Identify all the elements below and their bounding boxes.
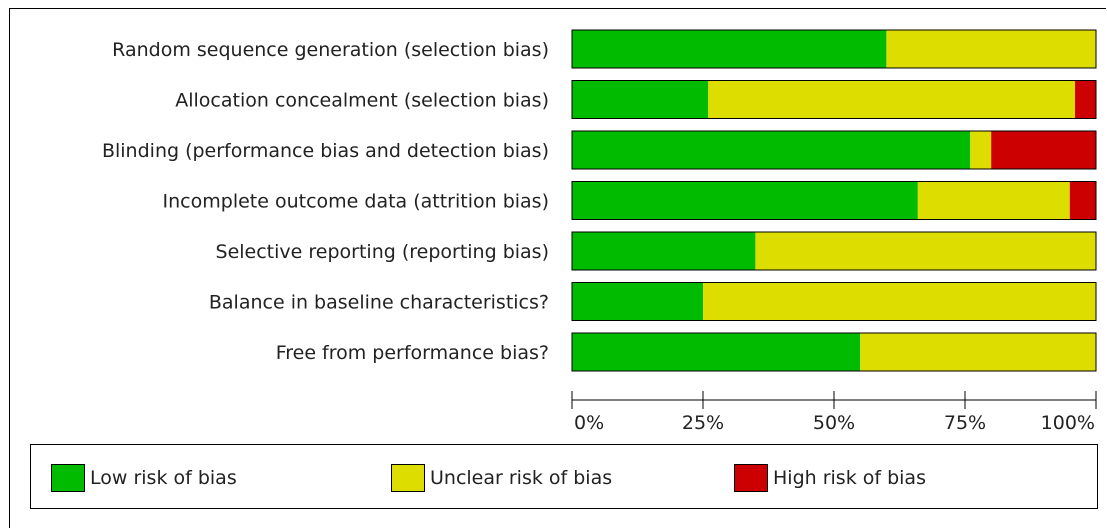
bar-segment-unclear-4 xyxy=(917,181,1070,220)
category-label-6: Balance in baseline characteristics? xyxy=(209,292,549,314)
bar-segment-low-5 xyxy=(572,232,756,270)
bar-segment-low-4 xyxy=(572,181,918,220)
bar-segment-low-1 xyxy=(572,30,887,68)
bar-segment-unclear-1 xyxy=(886,30,1096,68)
bar-outline-6 xyxy=(571,282,1097,321)
bar-segment-unclear-5 xyxy=(755,232,1096,270)
bar-segment-high-4 xyxy=(1069,181,1096,220)
category-label-7: Free from performance bias? xyxy=(276,342,549,364)
legend-label-high: High risk of bias xyxy=(773,467,926,489)
bar-segment-unclear-7 xyxy=(860,333,1096,371)
legend-swatch-low xyxy=(51,464,85,492)
bar-outline-4 xyxy=(571,181,1097,220)
bar-segment-low-6 xyxy=(572,282,703,321)
bar-segment-low-2 xyxy=(572,80,709,119)
bar-segment-low-3 xyxy=(572,131,971,169)
x-tick-label-5: 100% xyxy=(1041,412,1095,434)
bar-outline-2 xyxy=(571,80,1097,119)
bar-outline-3 xyxy=(571,130,1097,170)
bar-segment-low-7 xyxy=(572,333,861,371)
category-label-1: Random sequence generation (selection bi… xyxy=(112,39,549,61)
bar-segment-high-3 xyxy=(991,131,1096,169)
category-labels: Random sequence generation (selection bi… xyxy=(102,39,549,364)
legend-label-low: Low risk of bias xyxy=(90,467,237,489)
category-label-3: Blinding (performance bias and detection… xyxy=(102,140,549,162)
bar-outline-7 xyxy=(571,332,1097,372)
x-tick-label-4: 75% xyxy=(944,412,986,434)
legend-label-unclear: Unclear risk of bias xyxy=(430,467,613,489)
category-label-2: Allocation concealment (selection bias) xyxy=(175,90,549,112)
bar-segment-high-2 xyxy=(1075,80,1096,119)
legend-swatch-high xyxy=(734,464,768,492)
legend-item-unclear: Unclear risk of bias xyxy=(391,463,612,493)
x-tick-label-1: 0% xyxy=(574,412,604,434)
chart-frame xyxy=(9,8,1106,528)
bar-segment-unclear-2 xyxy=(708,80,1076,119)
bar-segment-unclear-6 xyxy=(703,282,1096,321)
bar-segment-unclear-3 xyxy=(970,131,992,169)
legend-item-low: Low risk of bias xyxy=(51,463,237,493)
x-axis: 0% 25% 50% 75% 100% xyxy=(571,391,1097,434)
x-tick-label-2: 25% xyxy=(682,412,724,434)
category-label-4: Incomplete outcome data (attrition bias) xyxy=(163,191,549,213)
category-label-5: Selective reporting (reporting bias) xyxy=(216,241,549,263)
x-tick-label-3: 50% xyxy=(813,412,855,434)
bar-outline-5 xyxy=(571,231,1097,271)
legend-item-high: High risk of bias xyxy=(734,463,926,493)
bar-outline-1 xyxy=(571,29,1097,69)
legend-swatch-unclear xyxy=(391,464,425,492)
bars xyxy=(571,29,1097,372)
legend: Low risk of bias Unclear risk of bias Hi… xyxy=(30,444,1098,509)
